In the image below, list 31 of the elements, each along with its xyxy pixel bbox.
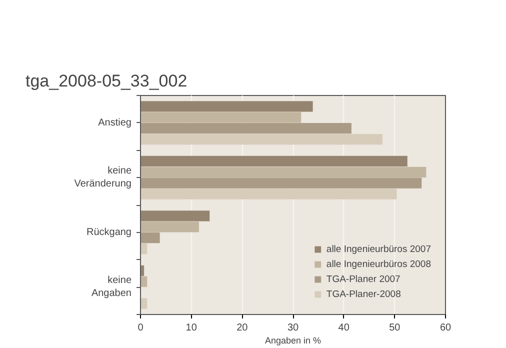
bar [140,134,382,145]
y-tick-label: keine Angaben [91,275,132,300]
x-tick-label: 20 [236,322,248,334]
bar [140,222,199,232]
legend-label: TGA-Planer 2007 [326,273,400,285]
legend-label: TGA-Planer-2008 [326,288,401,300]
y-tick-label: Anstieg [98,117,132,128]
bar [140,112,302,123]
bar [140,243,148,254]
bar [140,101,313,112]
x-tick-label: 10 [186,322,198,334]
x-tick-label: 60 [440,322,452,334]
x-tick-label: 30 [287,322,299,334]
y-tick-label: keine Veränderung [74,166,132,190]
x-tick-label: 0 [138,322,144,334]
bar [140,210,210,222]
legend-label: alle Ingenieurbüros 2008 [326,258,431,270]
bar [140,123,352,134]
bar [140,232,160,244]
x-tick-label: 40 [338,322,350,334]
bar [140,178,422,188]
bar [140,166,426,178]
x-tick-label: 50 [389,322,401,334]
x-axis-title: Angaben in % [264,336,322,346]
bar [140,298,148,309]
bar [140,156,408,167]
bar [140,276,148,287]
legend-label: alle Ingenieurbüros 2007 [326,243,431,255]
bar [140,188,397,200]
chart-title: tga_2008-05_33_002 [26,72,188,90]
y-tick-label: Rückgang [86,226,132,238]
